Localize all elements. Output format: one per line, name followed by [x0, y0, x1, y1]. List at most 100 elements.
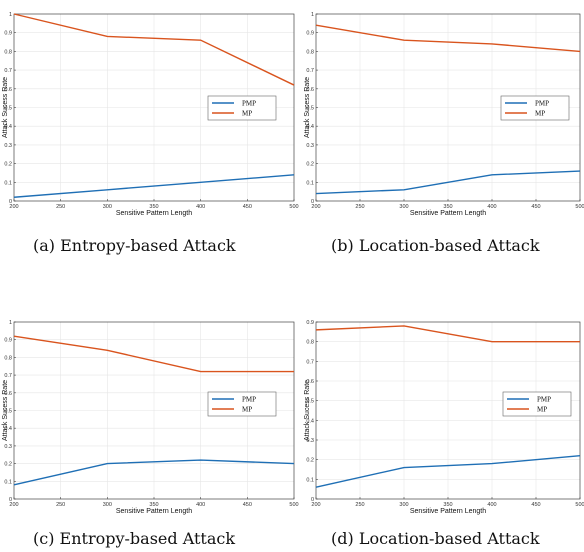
x-tick-label-c-1: 250	[56, 502, 65, 508]
legend-label-mp-c: MP	[242, 406, 252, 414]
x-tick-label-a-2: 300	[103, 204, 112, 210]
x-tick-label-b-5: 450	[531, 204, 540, 210]
y-tick-label-a-8: 0.8	[4, 49, 12, 55]
y-tick-label-a-0: 0	[9, 199, 12, 205]
x-tick-label-c-4: 400	[196, 502, 205, 508]
legend-b: PMP MP	[500, 95, 570, 121]
chart-panel-c: 200 250 300 350 400 450 500 0 0.1 0.2 0.3 0.4 0.5 0.6…	[0, 308, 299, 518]
series-line-pmp-b	[315, 170, 581, 195]
x-axis-label-a: Sensitive Pattern Length	[116, 210, 192, 217]
chart-panel-a: 200 250 300 350 400 450 500 0 0.1 0.2 0.3 0.4 0.5 0.6…	[0, 0, 299, 230]
y-tick-label-d-5: 0.5	[306, 399, 314, 405]
y-tick-label-d-9: 0.9	[306, 320, 314, 326]
y-tick-label-a-9: 0.9	[4, 31, 12, 37]
y-tick-label-b-9: 0.9	[306, 31, 314, 37]
y-tick-label-c-5: 0.5	[4, 409, 12, 415]
caption-a: (a) Entropy-based Attack	[33, 236, 236, 255]
series-line-mp-b	[315, 24, 581, 53]
y-tick-label-b-4: 0.4	[306, 124, 314, 130]
x-tick-label-a-1: 250	[56, 204, 65, 210]
y-tick-label-c-8: 0.8	[4, 355, 12, 361]
series-line-mp-a	[13, 13, 295, 86]
series-line-mp-d	[315, 325, 580, 343]
x-tick-label-a-0: 200	[9, 204, 18, 210]
y-tick-label-c-10: 1	[9, 320, 12, 326]
legend-c: PMP MP	[207, 391, 277, 417]
x-tick-label-c-3: 350	[149, 502, 158, 508]
legend-label-pmp-d: PMP	[537, 396, 551, 404]
y-tick-label-b-10: 1	[311, 12, 314, 18]
legend-box-c	[207, 391, 277, 417]
y-tick-label-b-7: 0.7	[306, 68, 314, 74]
y-tick-label-d-2: 0.2	[306, 458, 314, 464]
x-tick-label-d-0: 200	[311, 502, 320, 508]
legend-box-a	[207, 95, 277, 121]
x-tick-label-d-2: 300	[399, 502, 408, 508]
y-tick-label-a-1: 0.1	[4, 180, 12, 186]
y-tick-label-c-4: 0.4	[4, 426, 12, 432]
x-tick-label-a-6: 500	[289, 204, 298, 210]
y-tick-label-b-3: 0.3	[306, 143, 314, 149]
caption-c: (c) Entropy-based Attack	[33, 529, 236, 548]
y-tick-label-d-1: 0.1	[306, 477, 314, 483]
x-tick-label-b-0: 200	[311, 204, 320, 210]
x-tick-label-d-4: 400	[487, 502, 496, 508]
y-tick-label-c-6: 0.6	[4, 391, 12, 397]
y-tick-label-b-1: 0.1	[306, 180, 314, 186]
y-axis-label-a: Attack Sucess Rate	[2, 77, 9, 138]
chart-d: 200 250 300 350 400 450 500 0 0.1 0.2 0.3 0.4 0.5 0.6…	[304, 320, 584, 515]
x-tick-label-d-1: 250	[355, 502, 364, 508]
x-tick-label-b-4: 400	[487, 204, 496, 210]
legend-box-d	[502, 391, 572, 417]
series-line-mp-c	[13, 335, 294, 373]
y-axis-label-b: Attack Sucess Rate	[304, 77, 311, 138]
y-tick-label-a-10: 1	[9, 12, 12, 18]
y-tick-label-b-2: 0.2	[306, 162, 314, 168]
series-line-pmp-d	[315, 455, 581, 488]
x-tick-label-c-2: 300	[103, 502, 112, 508]
y-axis-label-c: Attack Sucess Rate	[2, 380, 9, 441]
y-tick-label-d-6: 0.6	[306, 379, 314, 385]
x-tick-label-a-3: 350	[149, 204, 158, 210]
x-tick-label-a-4: 400	[196, 204, 205, 210]
y-tick-label-a-3: 0.3	[4, 143, 12, 149]
caption-b: (b) Location-based Attack	[331, 236, 540, 255]
y-tick-label-d-0: 0	[311, 497, 314, 503]
y-tick-label-b-6: 0.6	[306, 87, 314, 93]
x-tick-label-b-1: 250	[355, 204, 364, 210]
chart-c: 200 250 300 350 400 450 500 0 0.1 0.2 0.3 0.4 0.5 0.6…	[2, 320, 299, 515]
series-line-pmp-c	[13, 459, 295, 486]
y-tick-label-a-2: 0.2	[4, 162, 12, 168]
chart-panel-b: 200 250 300 350 400 450 500 0 0.1 0.2 0.3 0.4 0.5 0.6…	[302, 0, 584, 230]
y-tick-label-d-7: 0.7	[306, 359, 314, 365]
x-axis-label-b: Sensitive Pattern Length	[410, 210, 486, 217]
x-axis-label-d: Sensitive Pattern Length	[410, 508, 486, 515]
legend-label-mp-a: MP	[242, 110, 252, 118]
x-tick-label-c-6: 500	[289, 502, 298, 508]
chart-panel-d: 200 250 300 350 400 450 500 0 0.1 0.2 0.3 0.4 0.5 0.6…	[302, 308, 584, 518]
y-tick-label-a-7: 0.7	[4, 68, 12, 74]
chart-b: 200 250 300 350 400 450 500 0 0.1 0.2 0.3 0.4 0.5 0.6…	[304, 12, 584, 217]
y-tick-label-c-7: 0.7	[4, 373, 12, 379]
x-tick-label-b-3: 350	[443, 204, 452, 210]
y-tick-label-d-4: 0.4	[306, 418, 314, 424]
x-tick-label-b-6: 500	[575, 204, 584, 210]
y-tick-label-b-0: 0	[311, 199, 314, 205]
x-tick-label-d-6: 500	[575, 502, 584, 508]
legend-a: PMP MP	[207, 95, 277, 121]
x-tick-label-c-5: 450	[243, 502, 252, 508]
legend-box-b	[500, 95, 570, 121]
y-tick-label-a-5: 0.5	[4, 106, 12, 112]
legend-d: PMP MP	[502, 391, 572, 417]
legend-label-pmp-a: PMP	[242, 100, 256, 108]
y-tick-label-d-8: 0.8	[306, 340, 314, 346]
legend-label-pmp-b: PMP	[535, 100, 549, 108]
y-tick-label-a-4: 0.4	[4, 124, 12, 130]
legend-label-mp-d: MP	[537, 406, 547, 414]
y-tick-label-c-2: 0.2	[4, 462, 12, 468]
y-tick-label-c-9: 0.9	[4, 338, 12, 344]
x-tick-label-a-5: 450	[243, 204, 252, 210]
y-tick-label-a-6: 0.6	[4, 87, 12, 93]
x-tick-label-c-0: 200	[9, 502, 18, 508]
y-tick-label-b-5: 0.5	[306, 106, 314, 112]
